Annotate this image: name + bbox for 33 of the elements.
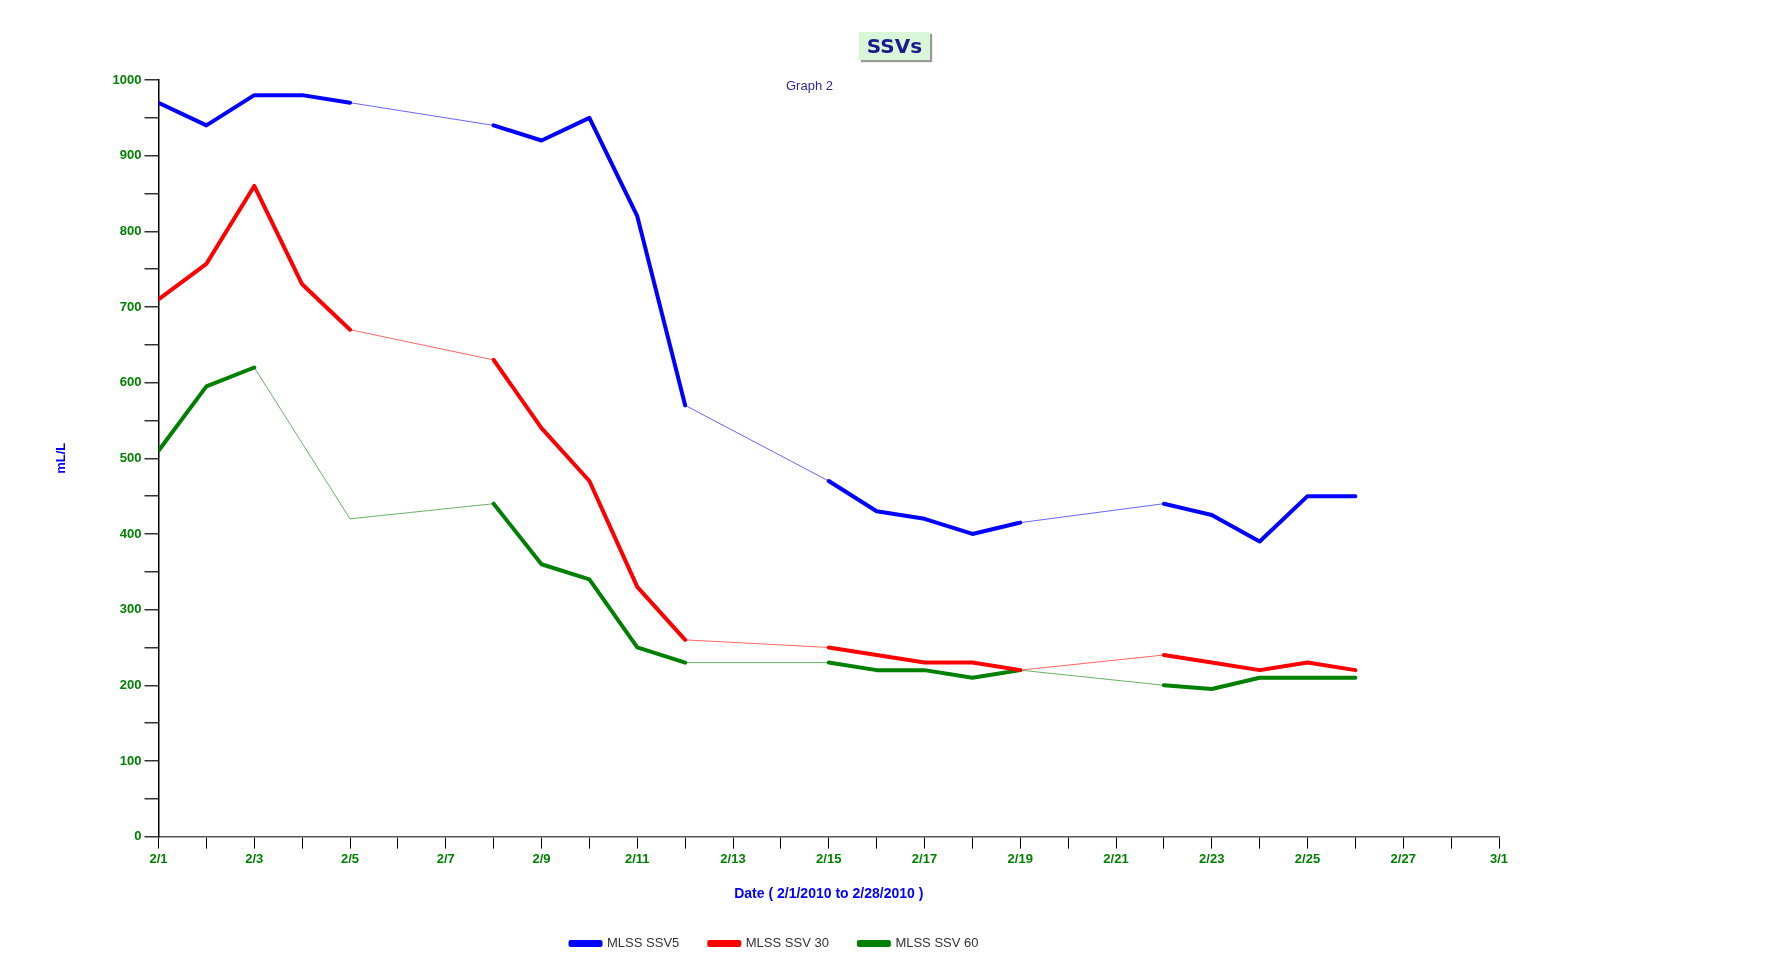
y-tick-label: 0 xyxy=(134,828,142,844)
x-tick-label: 2/3 xyxy=(245,850,264,866)
chart-subtitle: Graph 2 xyxy=(786,78,833,93)
y-tick-label: 700 xyxy=(119,298,142,314)
y-tick-label: 800 xyxy=(119,222,142,238)
x-tick-label: 3/1 xyxy=(1489,850,1509,866)
x-tick-label: 2/7 xyxy=(436,850,455,866)
y-tick-label: 1000 xyxy=(112,71,142,87)
x-tick-label: 2/25 xyxy=(1294,850,1321,866)
x-tick-label: 2/23 xyxy=(1199,850,1225,866)
x-tick-label: 2/27 xyxy=(1390,850,1416,866)
x-tick-label: 2/11 xyxy=(624,850,650,866)
x-tick-label: 2/5 xyxy=(340,850,360,866)
x-axis-title: Date ( 2/1/2010 to 2/28/2010 ) xyxy=(734,885,924,902)
chart-title: SSVs xyxy=(858,32,931,60)
x-tick-label: 2/13 xyxy=(720,850,746,866)
y-tick-label: 300 xyxy=(119,601,142,617)
legend-label: MLSS SSV 30 xyxy=(745,935,829,951)
y-tick-label: 400 xyxy=(119,525,142,541)
x-tick-label: 2/19 xyxy=(1007,850,1033,866)
x-tick-label: 2/15 xyxy=(816,850,842,866)
y-axis-title: mL/L xyxy=(53,442,69,474)
y-tick-label: 900 xyxy=(119,147,142,163)
legend-label: MLSS SSV 60 xyxy=(895,935,979,951)
y-tick-label: 600 xyxy=(119,374,142,390)
x-tick-label: 2/1 xyxy=(149,850,168,866)
x-tick-label: 2/9 xyxy=(532,850,551,866)
x-tick-label: 2/17 xyxy=(911,850,938,866)
x-tick-label: 2/21 xyxy=(1103,850,1129,866)
y-tick-label: 100 xyxy=(119,752,142,768)
legend-label: MLSS SSV5 xyxy=(607,935,680,951)
y-tick-label: 200 xyxy=(119,676,142,692)
y-tick-label: 500 xyxy=(119,449,142,465)
